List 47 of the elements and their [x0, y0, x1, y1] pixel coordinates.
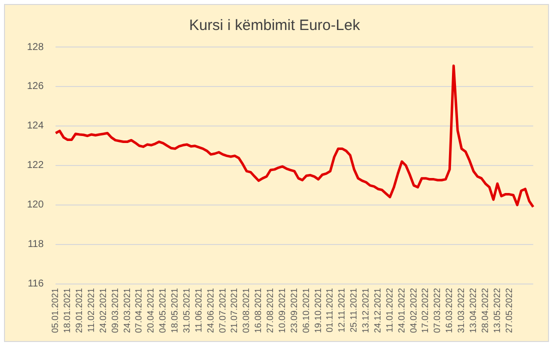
x-tick-label: 29.01.2021 [74, 288, 84, 334]
x-tick-label: 24.02.2021 [98, 288, 108, 334]
x-tick-label: 16.08.2021 [253, 288, 264, 334]
y-tick-label: 120 [26, 200, 44, 211]
x-tick-label: 17.02.2022 [420, 288, 430, 334]
x-tick-label: 11.02.2021 [86, 288, 96, 332]
x-tick-label: 31.03.2022 [456, 288, 466, 334]
x-tick-label: 24.12.2021 [372, 288, 382, 334]
y-tick-label: 128 [26, 42, 44, 53]
x-tick-label: 25.11.2021 [348, 288, 359, 332]
x-tick-label: 24.01.2022 [396, 288, 406, 334]
y-tick-label: 122 [26, 160, 44, 172]
x-tick-label: 31.05.2021 [181, 288, 192, 334]
x-tick-label: 28.04.2022 [480, 288, 490, 334]
x-tick-label: 20.04.2021 [146, 288, 156, 334]
x-tick-label: 01.11.2021 [324, 288, 335, 332]
x-tick-label: 13.12.2021 [360, 288, 371, 334]
x-tick-label: 11.06.2021 [193, 288, 204, 332]
x-tick-label: 16.03.2022 [444, 288, 454, 334]
x-tick-label: 07.04.2021 [134, 288, 144, 334]
y-tick-label: 118 [28, 239, 44, 250]
x-tick-label: 07.07.2021 [217, 288, 228, 334]
x-tick-label: 24.06.2021 [205, 288, 216, 334]
x-tick-label: 06.10.2021 [300, 288, 311, 334]
x-tick-label: 09.03.2021 [110, 288, 120, 334]
x-tick-label: 05.01.2021 [50, 288, 60, 334]
x-tick-label: 10.09.2021 [276, 288, 287, 334]
x-tick-label: 11.01.2022 [384, 288, 394, 332]
x-tick-label: 21.07.2021 [229, 288, 240, 334]
x-tick-label: 12.11.2021 [336, 288, 347, 332]
x-tick-label: 07.03.2022 [432, 288, 442, 334]
x-tick-label: 27.05.2022 [504, 288, 514, 334]
x-tick-label: 18.05.2021 [170, 288, 180, 334]
y-tick-label: 126 [26, 81, 44, 92]
y-tick-label: 116 [28, 278, 44, 290]
chart-title: Kursi i këmbimit Euro-Lek [189, 17, 360, 34]
x-tick-label: 04.05.2021 [158, 288, 168, 334]
x-tick-label: 13.04.2022 [468, 288, 478, 334]
x-tick-label: 19.10.2021 [312, 288, 323, 334]
x-tick-label: 27.08.2021 [265, 288, 276, 334]
x-tick-label: 18.01.2021 [62, 288, 72, 334]
x-tick-label: 04.02.2022 [408, 288, 418, 334]
x-tick-label: 23.09.2021 [288, 288, 299, 334]
y-tick-label: 124 [26, 120, 44, 132]
x-tick-label: 13.05.2022 [492, 288, 502, 334]
x-tick-label: 03.08.2021 [241, 288, 252, 334]
x-tick-label: 24.03.2021 [122, 288, 132, 334]
